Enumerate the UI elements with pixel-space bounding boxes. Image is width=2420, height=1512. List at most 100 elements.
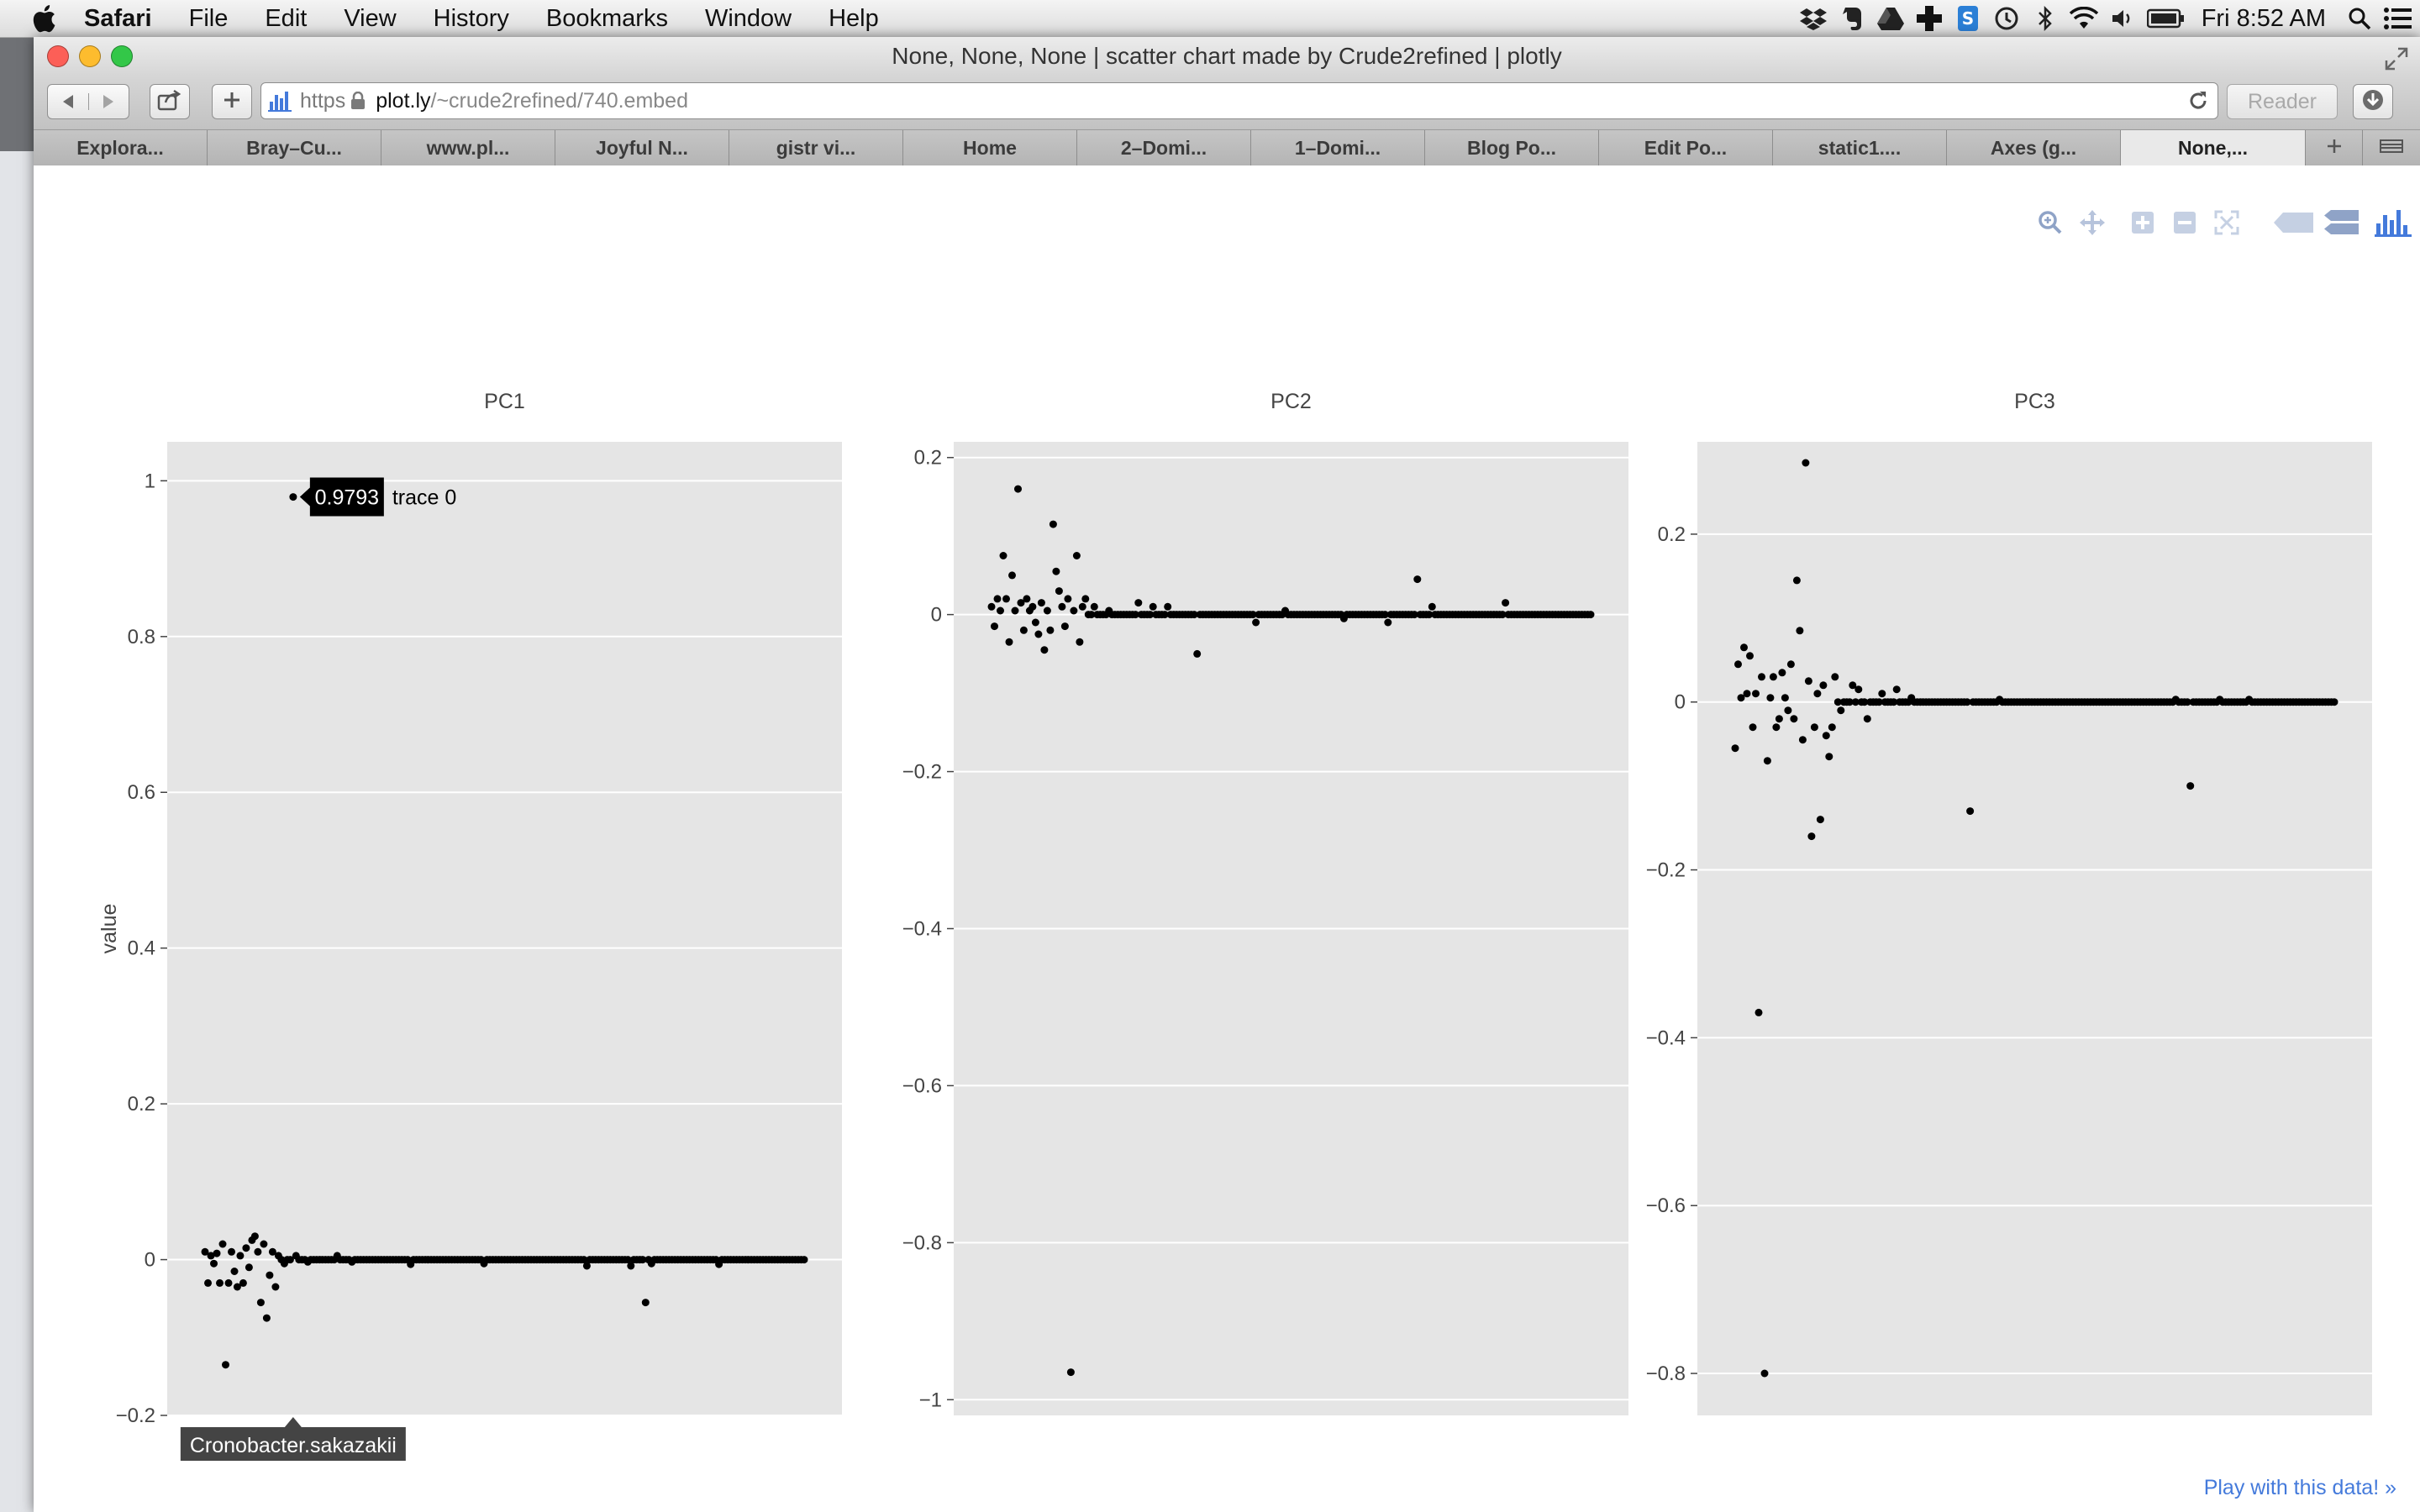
data-point[interactable] [260,1240,268,1248]
data-point[interactable] [1740,643,1748,652]
data-point[interactable] [1875,698,1883,706]
data-point[interactable] [1008,571,1016,580]
notification-center-icon[interactable] [2381,0,2415,37]
data-point[interactable] [1845,698,1854,706]
data-point[interactable] [1752,690,1760,698]
menu-file[interactable]: File [188,5,229,32]
data-point[interactable] [1775,715,1783,723]
data-point[interactable] [230,1268,239,1275]
data-point[interactable] [1828,723,1836,732]
data-point[interactable] [1076,638,1084,646]
data-point[interactable] [991,622,998,631]
fullscreen-icon[interactable] [2385,44,2408,71]
data-point[interactable] [1746,652,1754,660]
data-point[interactable] [1060,622,1069,631]
data-point[interactable] [1754,1008,1763,1016]
hover-compare-icon[interactable] [2323,206,2360,239]
data-point[interactable] [1863,715,1871,723]
data-point[interactable] [1049,520,1057,528]
downloads-button[interactable] [2353,84,2393,119]
data-point[interactable] [1802,459,1810,467]
data-point[interactable] [1772,723,1781,732]
data-point[interactable] [1413,575,1422,584]
data-point[interactable] [1164,602,1172,611]
data-point[interactable] [1502,599,1510,607]
data-point[interactable] [993,595,1002,603]
data-point[interactable] [1043,606,1051,615]
data-point[interactable] [1813,690,1822,698]
data-point[interactable] [997,606,1004,615]
tab-www-pl[interactable]: www.pl... [381,130,555,165]
address-bar[interactable]: https plot.ly /~crude2refined/740.embed [260,82,2218,119]
data-point[interactable] [1825,753,1833,761]
battery-icon[interactable] [2144,0,2188,37]
data-point[interactable] [580,1256,588,1264]
data-point[interactable] [1028,602,1037,611]
data-point[interactable] [224,1278,233,1287]
data-point[interactable] [1131,611,1139,619]
data-point[interactable] [216,1278,224,1287]
data-point[interactable] [987,602,996,611]
autoscale-icon[interactable] [2208,206,2245,239]
data-point[interactable] [1816,816,1824,824]
apple-menu-icon[interactable] [22,0,66,37]
data-point[interactable] [1837,706,1845,715]
data-point[interactable] [800,1256,808,1264]
data-point[interactable] [1743,690,1751,698]
data-point[interactable] [1134,599,1143,607]
data-point[interactable] [1790,715,1798,723]
data-point[interactable] [207,1252,215,1260]
zoom-in-icon[interactable] [2124,206,2161,239]
data-point[interactable] [1005,638,1013,646]
data-point[interactable] [1149,602,1157,611]
spotlight-icon[interactable] [2343,0,2376,37]
data-point[interactable] [1081,595,1090,603]
data-point[interactable] [268,1247,276,1256]
data-point[interactable] [245,1263,253,1272]
data-point[interactable] [1087,611,1096,619]
menu-bookmarks[interactable]: Bookmarks [545,5,668,32]
data-point[interactable] [1810,723,1818,732]
data-point[interactable] [582,1262,591,1270]
evernote-icon[interactable] [1835,0,1869,37]
data-point[interactable] [1011,606,1019,615]
data-point[interactable] [1410,611,1418,619]
data-point[interactable] [1040,646,1049,654]
data-point[interactable] [1966,807,1975,816]
menu-view[interactable]: View [344,5,397,32]
tab-edit-po[interactable]: Edit Po... [1599,130,1773,165]
data-point[interactable] [1784,706,1792,715]
tab-blog-po[interactable]: Blog Po... [1425,130,1599,165]
data-point[interactable] [1002,595,1010,603]
data-point[interactable] [1822,732,1830,740]
data-point[interactable] [1014,485,1022,493]
data-point[interactable] [1037,599,1045,607]
reload-icon[interactable] [2187,90,2209,112]
data-point[interactable] [1781,694,1789,702]
data-point[interactable] [1854,685,1863,694]
hover-closest-icon[interactable] [2270,206,2317,239]
data-point[interactable] [1190,611,1198,619]
time-machine-icon[interactable] [1990,0,2023,37]
zoom-icon[interactable] [2032,206,2069,239]
tab-1-domi[interactable]: 1–Domi... [1251,130,1425,165]
zoom-button[interactable] [111,45,133,67]
data-point[interactable] [639,1256,647,1264]
data-point[interactable] [623,1256,632,1264]
data-point[interactable] [1070,606,1078,615]
data-point[interactable] [1860,698,1869,706]
data-point[interactable] [1498,611,1507,619]
data-point[interactable] [1849,681,1857,690]
data-point[interactable] [1769,673,1777,681]
data-point[interactable] [1023,595,1031,603]
data-point[interactable] [1193,649,1202,658]
skype-icon[interactable]: S [1951,0,1985,37]
data-point[interactable] [1034,630,1043,638]
play-with-data-link[interactable]: Play with this data! » [2203,1476,2396,1499]
data-point[interactable] [1804,677,1812,685]
data-point[interactable] [233,1283,241,1291]
data-point[interactable] [1851,698,1860,706]
data-point[interactable] [2183,698,2191,706]
data-point[interactable] [1798,736,1807,744]
data-point[interactable] [204,1278,212,1287]
